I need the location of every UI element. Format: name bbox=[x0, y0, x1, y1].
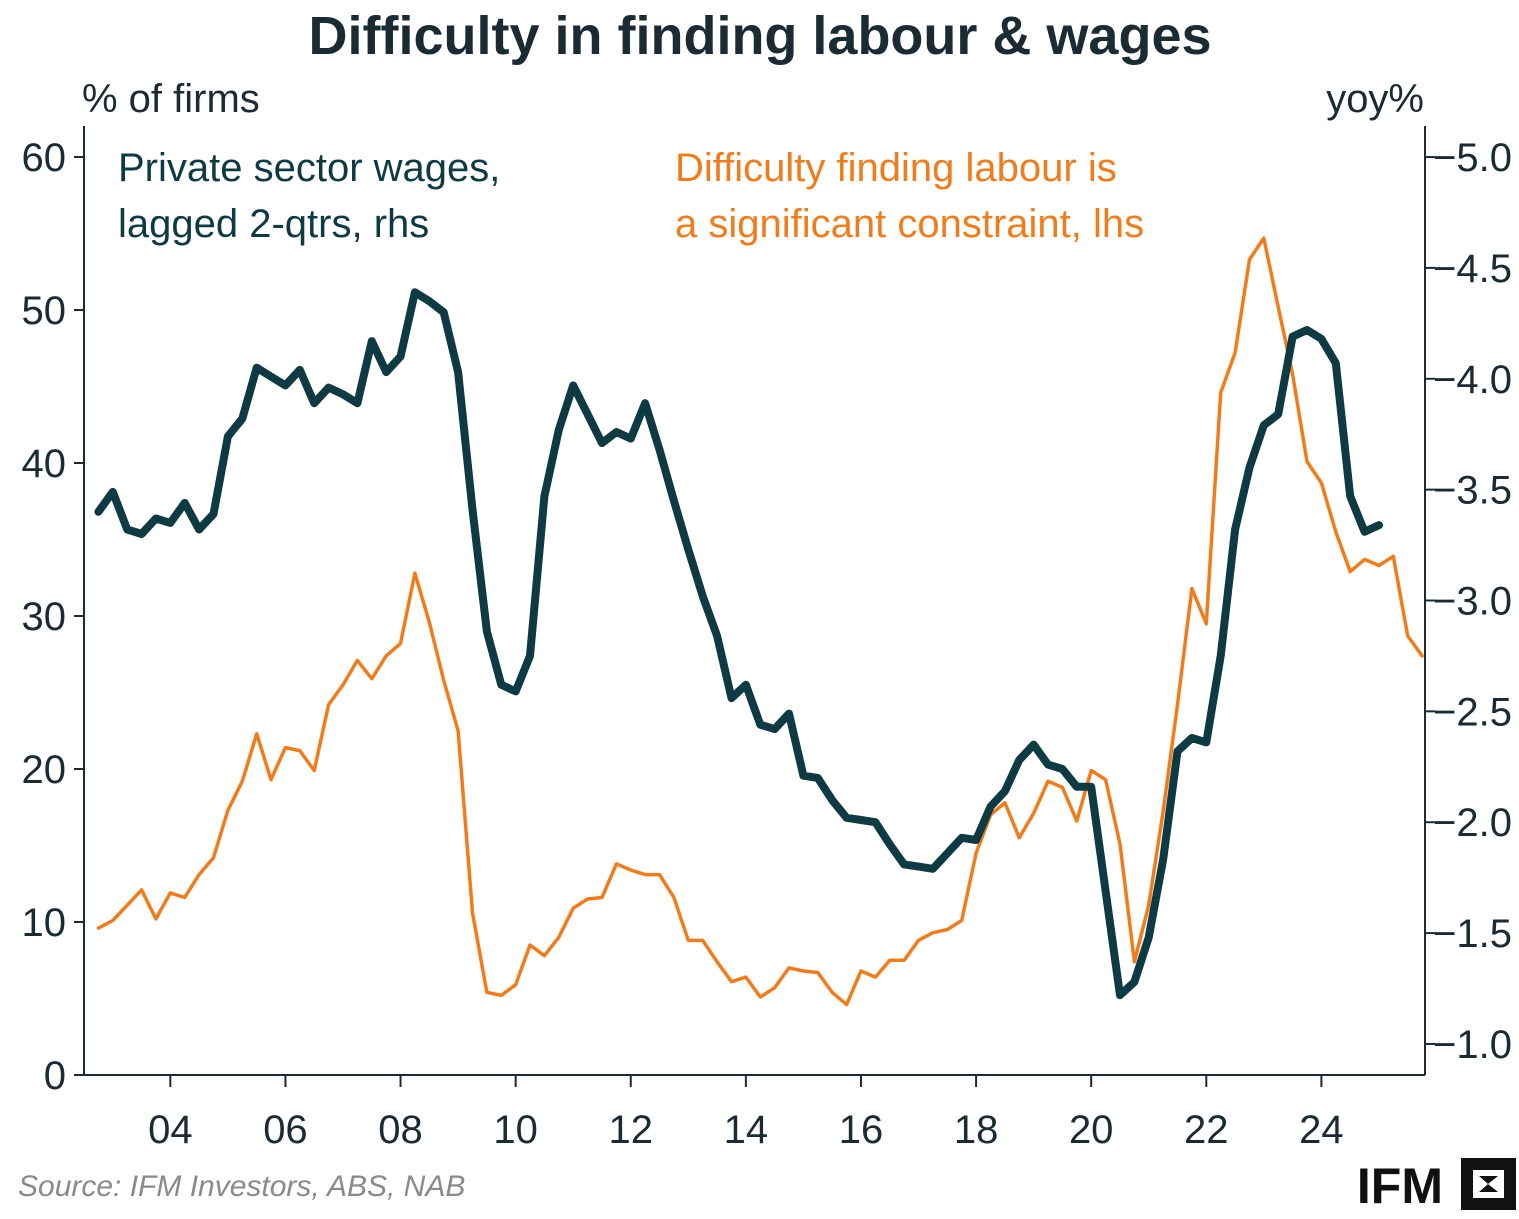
chart-title: Difficulty in finding labour & wages bbox=[308, 6, 1211, 66]
right-tick-label: −5.0 bbox=[1433, 136, 1512, 180]
series-layer bbox=[94, 236, 1424, 1007]
x-tick-label: 18 bbox=[954, 1108, 999, 1152]
right-tick-label: −2.0 bbox=[1433, 801, 1512, 845]
series-line-labour-difficulty bbox=[96, 236, 1424, 1007]
x-tick-label: 16 bbox=[839, 1108, 884, 1152]
left-tick-label: 30 bbox=[22, 595, 67, 639]
left-tick-label: 0 bbox=[44, 1054, 66, 1098]
x-tick-label: 10 bbox=[493, 1108, 538, 1152]
x-axis-ticks: 04 06 08 10 12 14 16 18 20 22 24 bbox=[148, 1075, 1344, 1152]
right-tick-label: −3.5 bbox=[1433, 469, 1512, 513]
right-axis-ticks: −1.0 −1.5 −2.0 −2.5 −3.0 −3.5 −4.0 −4.5 −5.0 bbox=[1425, 136, 1512, 1067]
left-tick-label: 60 bbox=[22, 136, 67, 180]
x-tick-label: 04 bbox=[148, 1108, 193, 1152]
x-tick-label: 12 bbox=[609, 1108, 654, 1152]
right-tick-label: −4.5 bbox=[1433, 247, 1512, 291]
series-label-labour: Difficulty finding labour is a significa… bbox=[675, 146, 1144, 246]
series-label-wages: Private sector wages, lagged 2-qtrs, rhs bbox=[118, 146, 512, 246]
left-tick-label: 40 bbox=[22, 442, 67, 486]
x-tick-label: 06 bbox=[263, 1108, 308, 1152]
x-tick-label: 14 bbox=[724, 1108, 769, 1152]
right-tick-label: −1.0 bbox=[1433, 1023, 1512, 1067]
right-tick-label: −1.5 bbox=[1433, 912, 1512, 956]
x-tick-label: 24 bbox=[1299, 1108, 1344, 1152]
right-tick-label: −2.5 bbox=[1433, 690, 1512, 734]
logo-mark-icon bbox=[1461, 1158, 1516, 1210]
series-label-labour-line-2: a significant constraint, lhs bbox=[675, 202, 1144, 246]
ifm-logo: IFM bbox=[1357, 1158, 1516, 1214]
left-tick-label: 50 bbox=[22, 289, 67, 333]
left-tick-label: 20 bbox=[22, 748, 67, 792]
series-label-wages-line-2: lagged 2-qtrs, rhs bbox=[118, 202, 429, 246]
series-line-private-wages bbox=[94, 288, 1383, 1000]
series-label-wages-line-1: Private sector wages, bbox=[118, 146, 500, 190]
right-tick-label: −4.0 bbox=[1433, 358, 1512, 402]
left-axis-ticks: 0 10 20 30 40 50 60 bbox=[22, 136, 84, 1098]
logo-wordmark: IFM bbox=[1357, 1158, 1443, 1214]
right-tick-label: −3.0 bbox=[1433, 580, 1512, 624]
right-axis-label: yoy% bbox=[1326, 77, 1424, 121]
x-tick-label: 20 bbox=[1069, 1108, 1114, 1152]
left-axis-label: % of firms bbox=[82, 77, 260, 121]
series-label-labour-line-1: Difficulty finding labour is bbox=[675, 146, 1117, 190]
left-tick-label: 10 bbox=[22, 901, 67, 945]
x-tick-label: 08 bbox=[378, 1108, 423, 1152]
source-note: Source: IFM Investors, ABS, NAB bbox=[18, 1170, 465, 1203]
x-tick-label: 22 bbox=[1184, 1108, 1229, 1152]
